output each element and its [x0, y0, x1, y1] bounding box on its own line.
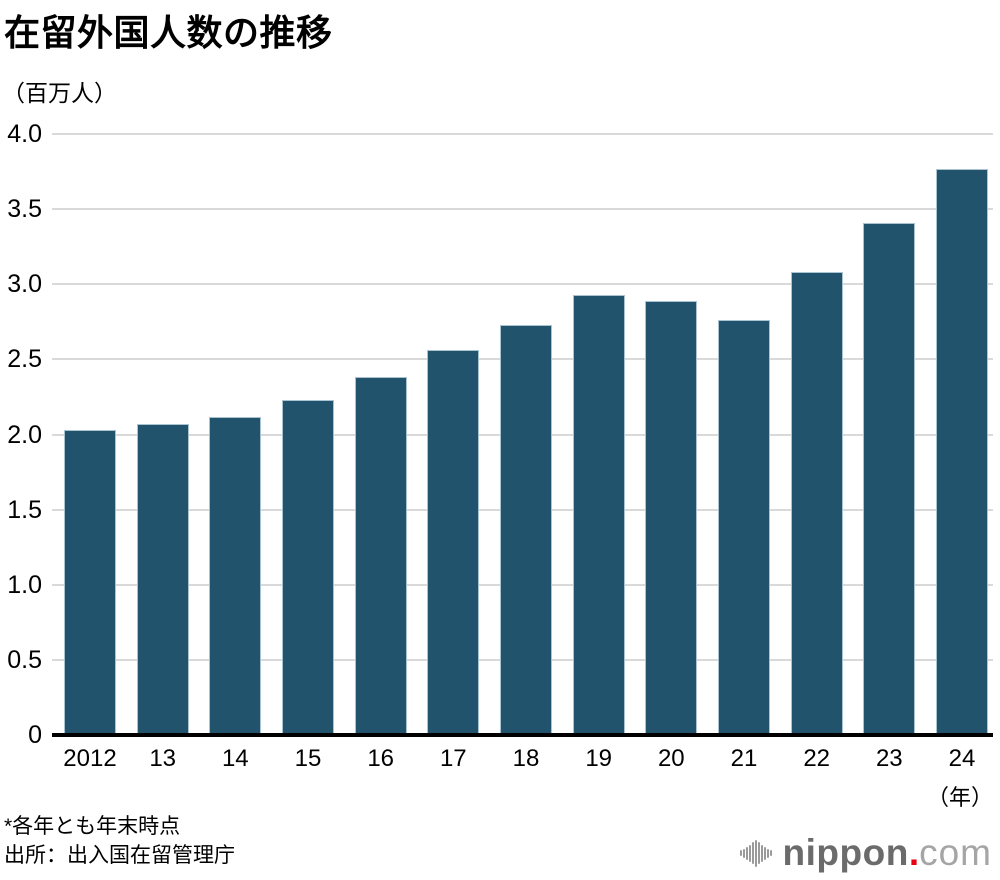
y-axis-tick-label: 3.0	[7, 270, 42, 299]
x-axis-tick-label: 16	[367, 745, 395, 772]
soundwave-bar	[757, 842, 760, 864]
soundwave-bar	[760, 844, 763, 862]
x-axis-tick-label: 22	[803, 745, 831, 772]
y-axis-tick-label: 0.5	[7, 645, 42, 674]
bar-16	[354, 377, 407, 735]
bar-15	[282, 399, 334, 735]
bar-23	[863, 222, 916, 735]
logo-text: nippon.com	[783, 832, 992, 874]
logo-text-nippon: nippon	[782, 832, 909, 873]
soundwave-bar	[763, 846, 766, 860]
bar-24	[936, 168, 988, 735]
gridline	[52, 208, 993, 211]
soundwave-bar	[754, 839, 757, 867]
x-axis-tick-label: 17	[439, 745, 467, 772]
gridline	[52, 133, 993, 135]
x-axis-tick-label: 23	[875, 745, 903, 772]
page-title: 在留外国人数の推移	[4, 12, 333, 53]
bar-17	[427, 350, 480, 735]
bar-14	[209, 416, 262, 735]
x-axis-tick-label: 24	[948, 745, 976, 772]
y-axis-tick-label: 0	[28, 721, 42, 749]
soundwave-icon	[739, 839, 772, 867]
y-axis-tick-label: 4.0	[7, 120, 42, 148]
x-axis-tick-label: 13	[149, 745, 177, 772]
x-axis-line	[52, 733, 993, 737]
x-axis-tick-label: 19	[585, 745, 613, 772]
y-axis-tick-label: 3.5	[7, 195, 42, 224]
soundwave-bar	[742, 848, 745, 858]
x-axis-tick-label: 15	[294, 745, 322, 772]
x-axis-tick-label: 14	[221, 745, 249, 772]
x-axis-tick-label: 2012	[63, 745, 117, 772]
footnotes: *各年とも年末時点 出所：出入国在留管理庁	[4, 812, 235, 870]
logo-text-dot: .	[908, 832, 920, 873]
soundwave-bar	[769, 850, 772, 856]
x-axis-tick-label: 21	[730, 745, 758, 772]
y-axis-tick-label: 1.0	[7, 570, 42, 599]
y-axis-tick-label: 1.5	[7, 495, 42, 524]
chart-area: 2012 13 14 15 16 17 18 19 20 21 22 23 24 （年） 0 0.5 1.0…	[0, 120, 1000, 834]
bar-21	[718, 320, 770, 735]
soundwave-bar	[766, 848, 769, 858]
logo-text-com: com	[919, 832, 992, 873]
footnote-source: 出所：出入国在留管理庁	[4, 844, 235, 867]
soundwave-bar	[745, 846, 748, 860]
plot-area: 2012 13 14 15 16 17 18 19 20 21 22 23 24	[52, 133, 993, 772]
y-axis-tick-label: 2.0	[7, 420, 42, 449]
gridline	[52, 283, 993, 286]
y-axis-unit-label: （百万人）	[2, 80, 117, 106]
bar-18	[500, 324, 552, 735]
soundwave-bar	[751, 842, 754, 864]
bar-19	[572, 294, 625, 735]
bar-20	[645, 300, 698, 735]
nippon-logo: nippon.com	[739, 832, 992, 874]
bar-2012	[64, 430, 116, 735]
footnote-note: *各年とも年末時点	[4, 815, 181, 838]
y-axis-tick-label: 2.5	[7, 345, 42, 374]
bar-13	[136, 424, 189, 735]
soundwave-bar	[739, 850, 742, 856]
x-axis-tick-label: 20	[657, 745, 685, 772]
soundwave-bar	[748, 844, 751, 862]
x-axis-unit-label: （年）	[926, 785, 993, 810]
bar-22	[790, 272, 843, 735]
x-axis-tick-label: 18	[512, 745, 540, 772]
